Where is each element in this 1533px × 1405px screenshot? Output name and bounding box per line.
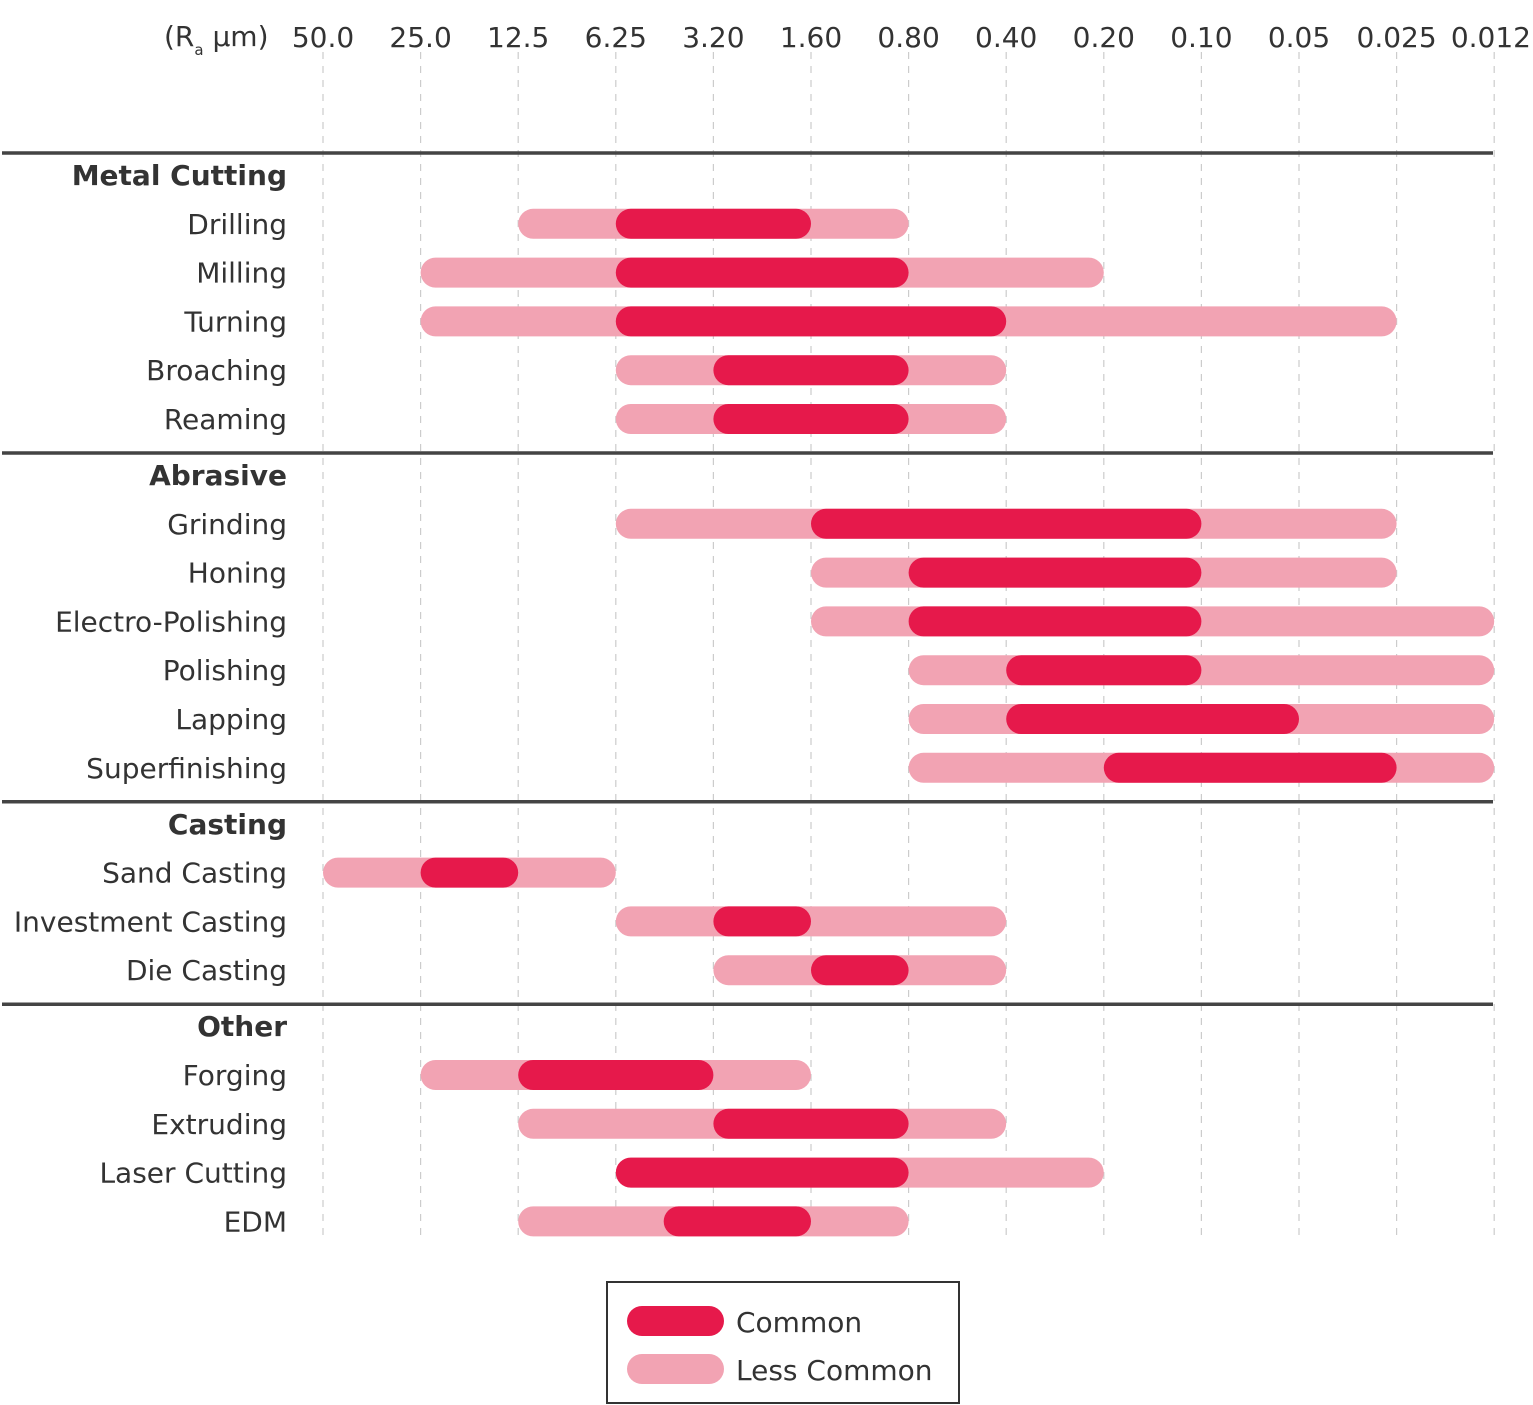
process-label: Broaching xyxy=(146,354,287,387)
x-tick-label: 0.20 xyxy=(1073,21,1135,54)
common-range-bar xyxy=(811,955,909,986)
process-row: Laser Cutting xyxy=(99,1157,1104,1190)
process-label: Grinding xyxy=(167,508,287,541)
x-tick-label: 25.0 xyxy=(389,21,451,54)
common-range-bar xyxy=(615,1157,909,1188)
x-tick-label: 3.20 xyxy=(682,21,744,54)
common-range-bar xyxy=(713,404,909,434)
common-range-bar xyxy=(420,857,519,888)
process-label: Electro-Polishing xyxy=(55,605,287,638)
common-range-bar xyxy=(713,355,909,386)
process-label: Die Casting xyxy=(126,954,287,987)
common-range-bar xyxy=(811,508,1202,539)
process-rows: Metal Cutting Drilling Milling Turning Broac… xyxy=(14,159,1495,1238)
x-tick-label: 1.60 xyxy=(780,21,842,54)
process-label: Polishing xyxy=(163,654,287,687)
x-tick-label: 6.25 xyxy=(585,21,647,54)
legend-swatch-less-common xyxy=(627,1354,724,1384)
process-row: Electro-Polishing xyxy=(55,605,1495,638)
group-label: Metal Cutting xyxy=(72,159,287,192)
process-row: EDM xyxy=(224,1205,909,1238)
common-range-bar xyxy=(518,1060,714,1090)
group-separators xyxy=(2,151,1493,1006)
process-group: Other Forging Extruding Laser Cutting EDM xyxy=(99,1010,1104,1238)
x-tick-label: 0.012 xyxy=(1451,21,1531,54)
process-row: Extruding xyxy=(151,1108,1007,1141)
process-row: Sand Casting xyxy=(102,857,616,890)
process-group: Metal Cutting Drilling Milling Turning Broac… xyxy=(72,159,1397,436)
process-label: Laser Cutting xyxy=(99,1157,287,1190)
common-range-bar xyxy=(663,1206,811,1237)
process-label: Lapping xyxy=(175,703,287,736)
process-label: Forging xyxy=(183,1059,287,1092)
process-group: Casting Sand Casting Investment Casting Die… xyxy=(14,808,1007,987)
process-row: Forging xyxy=(183,1059,811,1092)
axis-unit-suffix: μm) xyxy=(204,20,269,53)
axis-unit-label: (Ra μm) xyxy=(164,20,269,59)
common-range-bar xyxy=(713,906,811,937)
group-label: Abrasive xyxy=(149,459,287,492)
common-range-bar xyxy=(1006,655,1202,686)
common-range-bar xyxy=(908,557,1202,588)
process-label: Milling xyxy=(196,257,287,290)
common-range-bar xyxy=(615,257,909,288)
process-row: Investment Casting xyxy=(14,905,1007,938)
process-label: Turning xyxy=(183,305,287,338)
x-tick-label: 12.5 xyxy=(487,21,549,54)
grid-lines xyxy=(322,52,1495,1238)
legend-label-common: Common xyxy=(736,1306,862,1339)
x-tick-label: 0.025 xyxy=(1357,21,1437,54)
process-row: Lapping xyxy=(175,703,1495,736)
legend: Common Less Common xyxy=(606,1281,960,1404)
common-range-bar xyxy=(908,606,1202,637)
axis-unit-subscript: a xyxy=(194,41,203,59)
process-group: Abrasive Grinding Honing Electro-Polishing P… xyxy=(55,459,1495,785)
x-tick-label: 0.10 xyxy=(1170,21,1232,54)
common-range-bar xyxy=(615,306,1007,337)
process-row: Superfinishing xyxy=(86,752,1495,785)
process-row: Polishing xyxy=(163,654,1495,687)
process-label: Reaming xyxy=(164,403,287,436)
process-row: Grinding xyxy=(167,508,1397,541)
x-axis-top: (Ra μm) 50.0 25.0 12.5 6.25 3.20 1.60 0.80 0.40… xyxy=(164,20,1531,59)
process-label: Investment Casting xyxy=(14,905,287,938)
process-label: Drilling xyxy=(187,208,287,241)
process-row: Die Casting xyxy=(126,954,1007,987)
process-label: Sand Casting xyxy=(102,857,287,890)
process-row: Reaming xyxy=(164,403,1007,436)
x-tick-label: 0.05 xyxy=(1268,21,1330,54)
process-row: Broaching xyxy=(146,354,1007,387)
common-range-bar xyxy=(713,1108,909,1139)
x-tick-label: 0.80 xyxy=(877,21,939,54)
axis-unit-prefix: (R xyxy=(164,20,194,53)
x-tick-label: 0.40 xyxy=(975,21,1037,54)
process-label: Honing xyxy=(188,557,287,590)
legend-swatch-common xyxy=(627,1306,724,1336)
process-row: Drilling xyxy=(187,208,909,241)
legend-label-less-common: Less Common xyxy=(736,1354,933,1387)
process-label: Extruding xyxy=(151,1108,287,1141)
process-row: Honing xyxy=(188,557,1397,590)
process-label: Superfinishing xyxy=(86,752,287,785)
common-range-bar xyxy=(1006,704,1299,734)
group-label: Other xyxy=(197,1010,287,1043)
process-label: EDM xyxy=(224,1205,287,1238)
process-row: Turning xyxy=(183,305,1397,338)
x-tick-label: 50.0 xyxy=(292,21,354,54)
common-range-bar xyxy=(1103,752,1397,783)
group-label: Casting xyxy=(168,808,287,841)
process-row: Milling xyxy=(196,257,1104,290)
common-range-bar xyxy=(615,208,811,239)
